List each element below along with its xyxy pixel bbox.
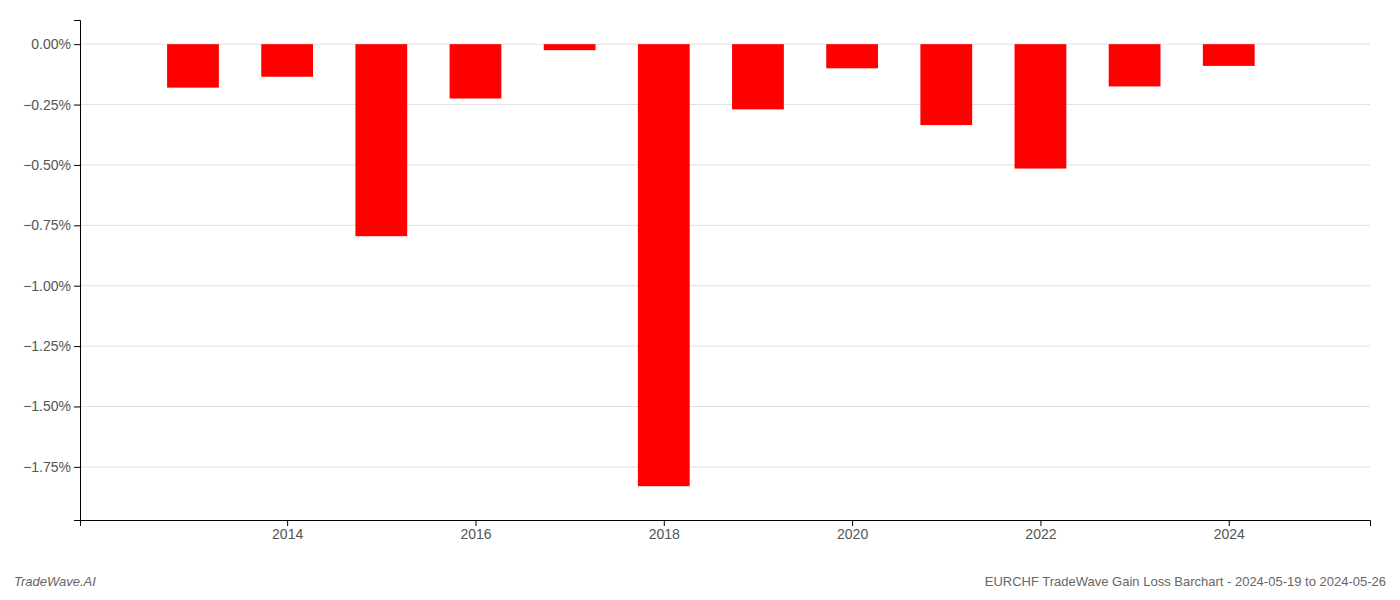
x-axis: 2014 2016 2018 2020 2022 2024 [81, 520, 1371, 542]
bar [638, 44, 690, 486]
bar [920, 44, 972, 125]
bar [1203, 44, 1255, 66]
x-tick: 2014 [272, 520, 303, 542]
grid-line [80, 406, 1370, 407]
y-tick-mark [74, 467, 80, 468]
x-tick-label: 2020 [837, 526, 868, 542]
grid-line [80, 466, 1370, 467]
chart: 0.00% −0.25% −0.50% −0.75% −1.00% −1.25% −1.50… [0, 0, 1400, 600]
y-tick: −0.50% [23, 157, 80, 173]
bar [261, 44, 313, 77]
y-tick-mark [74, 44, 80, 45]
grid-line [80, 346, 1370, 347]
grid-line [80, 285, 1370, 286]
bar [1109, 44, 1161, 86]
x-tick: 2018 [649, 520, 680, 542]
grid-line [80, 164, 1370, 165]
grid-line [80, 104, 1370, 105]
footer-left: TradeWave.AI [14, 574, 96, 589]
y-tick-label: −1.75% [23, 459, 71, 475]
x-tick: 2016 [460, 520, 491, 542]
y-axis-line [74, 21, 81, 521]
y-axis: 0.00% −0.25% −0.50% −0.75% −1.00% −1.25% −1.50… [23, 21, 80, 521]
x-tick-label: 2016 [460, 526, 491, 542]
y-tick-label: −0.75% [23, 217, 71, 233]
y-tick: −1.75% [23, 459, 80, 475]
y-tick-mark [74, 105, 80, 106]
grid [80, 44, 1370, 467]
bar [732, 44, 784, 109]
bar [167, 44, 219, 87]
y-tick: −0.25% [23, 97, 80, 113]
y-tick: −1.00% [23, 278, 80, 294]
y-tick: −0.75% [23, 217, 80, 233]
y-tick-mark [74, 346, 80, 347]
bar [544, 44, 596, 50]
grid-line [80, 225, 1370, 226]
y-tick-mark [74, 165, 80, 166]
y-tick-label: −0.25% [23, 97, 71, 113]
bar [826, 44, 878, 68]
x-tick-label: 2014 [272, 526, 303, 542]
plot: 0.00% −0.25% −0.50% −0.75% −1.00% −1.25% −1.50… [23, 21, 1370, 542]
bars [167, 44, 1255, 486]
x-tick-label: 2018 [649, 526, 680, 542]
title: EURCHF TradeWave Gain Loss Barchart - 20… [985, 574, 1386, 589]
y-tick-label: −1.00% [23, 278, 71, 294]
bar [1015, 44, 1067, 168]
x-tick: 2022 [1025, 520, 1056, 542]
y-tick-mark [74, 286, 80, 287]
y-tick-label: −0.50% [23, 157, 71, 173]
bar [450, 44, 502, 98]
y-tick: 0.00% [31, 36, 80, 52]
x-tick-label: 2022 [1025, 526, 1056, 542]
y-tick-label: 0.00% [31, 36, 71, 52]
y-tick: −1.50% [23, 398, 80, 414]
y-tick: −1.25% [23, 338, 80, 354]
x-tick: 2020 [837, 520, 868, 542]
y-tick-mark [74, 225, 80, 226]
y-tick-label: −1.50% [23, 398, 71, 414]
y-tick-label: −1.25% [23, 338, 71, 354]
x-tick-label: 2024 [1214, 526, 1245, 542]
y-tick-mark [74, 406, 80, 407]
bar [355, 44, 407, 236]
x-tick: 2024 [1214, 520, 1245, 542]
